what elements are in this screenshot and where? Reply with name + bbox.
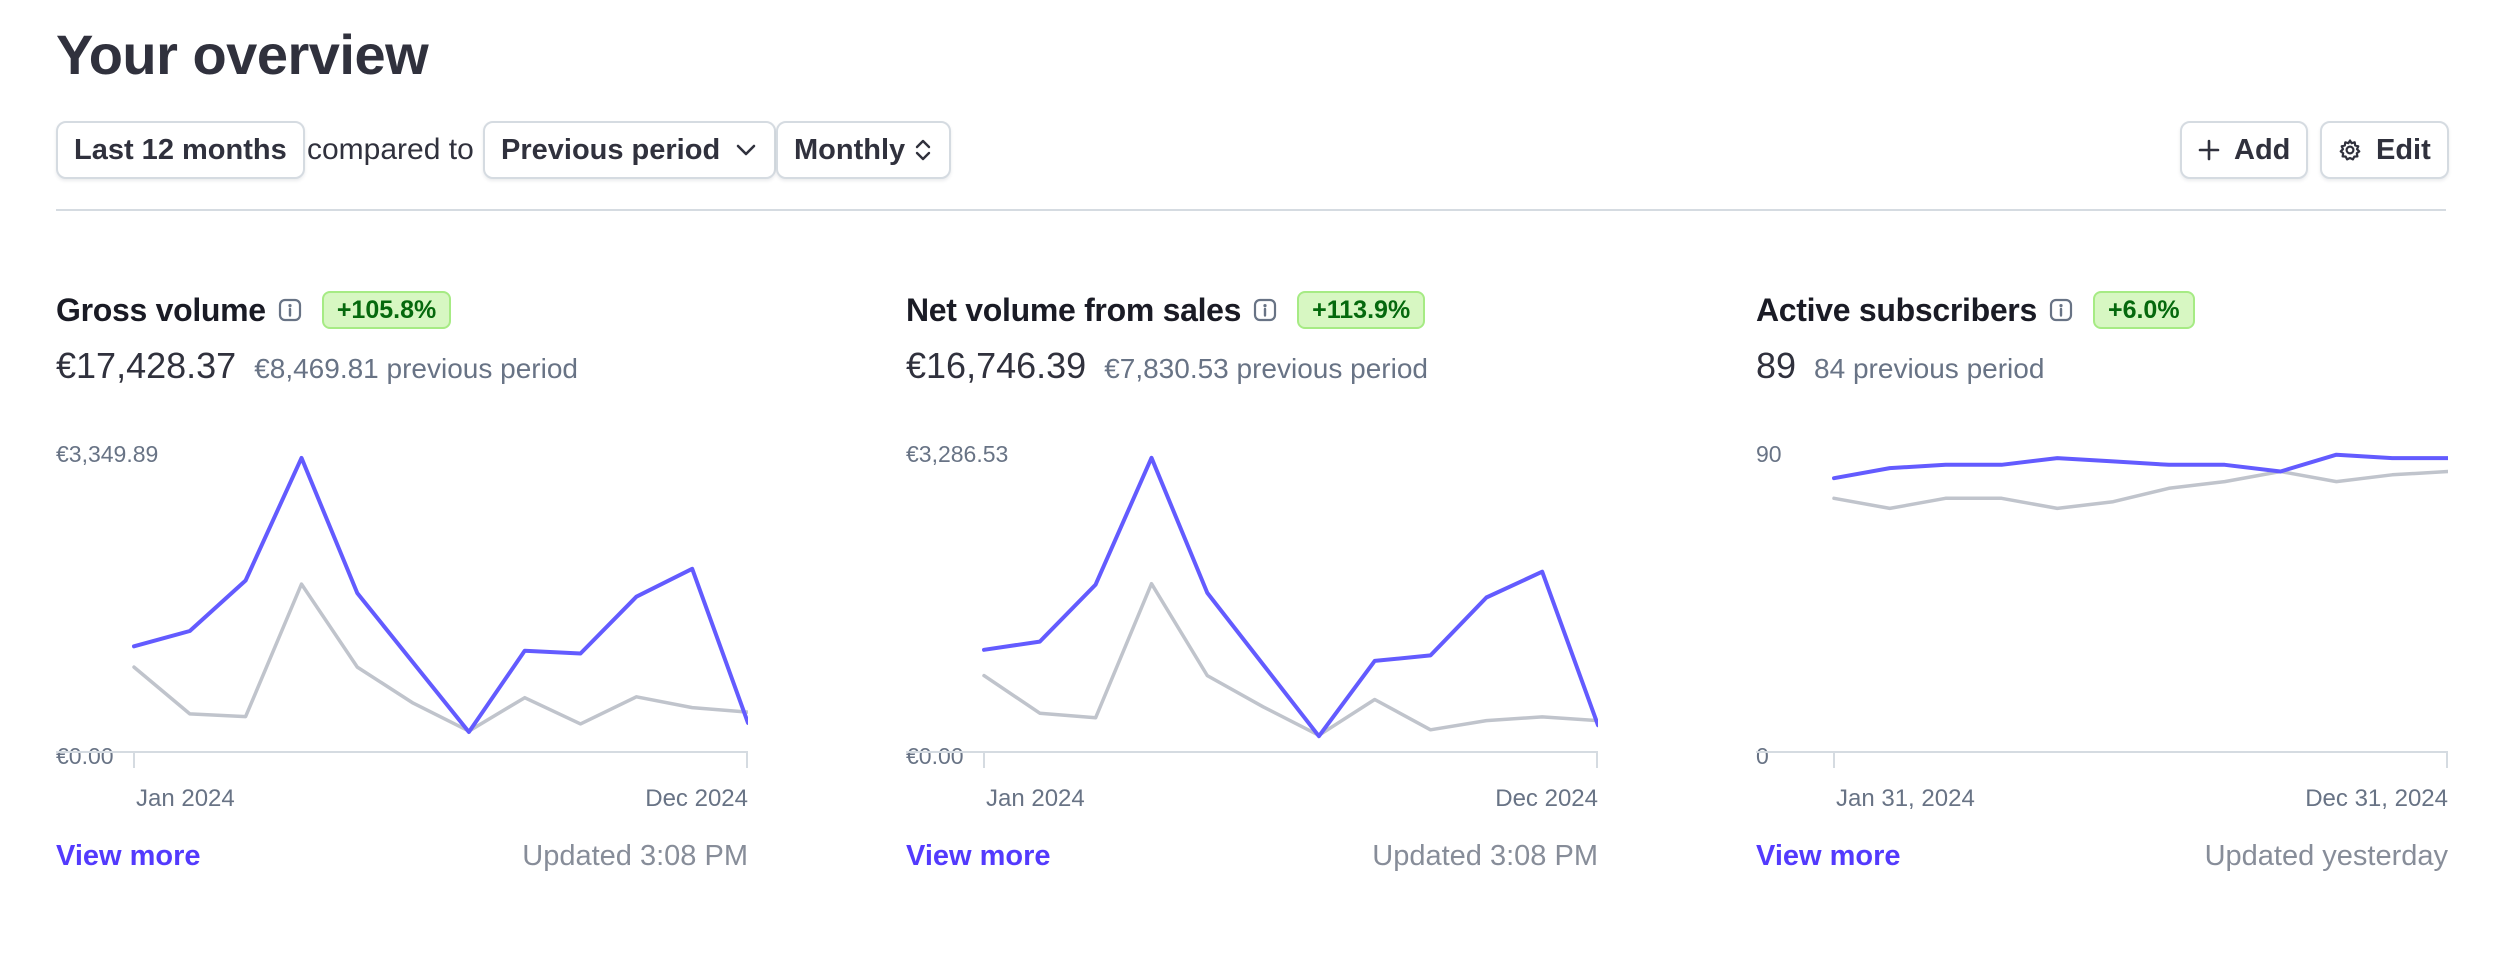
main-value: €17,428.37 (56, 345, 237, 386)
x-axis-end-label: Dec 2024 (1495, 785, 1598, 812)
x-axis-start-label: Jan 2024 (136, 785, 235, 812)
y-axis-max-label: €3,349.89 (56, 441, 159, 467)
x-axis-end-label: Dec 2024 (645, 785, 748, 812)
y-axis-min-label: 0 (1756, 743, 1769, 769)
current-period-line (982, 455, 1598, 739)
plus-icon (2198, 139, 2220, 161)
interval-dropdown[interactable]: Monthly (776, 121, 952, 179)
updated-timestamp: Updated 3:08 PM (1372, 840, 1598, 872)
edit-label: Edit (2376, 133, 2431, 166)
net-volume-chart[interactable] (906, 430, 1598, 795)
gross-volume-card: Gross volume +105.8% €17,428.37 €8,469.8… (56, 280, 748, 900)
info-icon[interactable] (278, 298, 302, 322)
active-subscribers-chart[interactable] (1756, 430, 2448, 795)
comparison-label: Previous period (501, 133, 721, 166)
change-badge: +6.0% (2092, 291, 2195, 329)
updated-timestamp: Updated 3:08 PM (522, 840, 748, 872)
add-button[interactable]: Add (2180, 121, 2309, 179)
x-axis-end-label: Dec 31, 2024 (2305, 785, 2448, 812)
y-axis-min-label: €0.00 (906, 743, 964, 769)
previous-period-value: €8,469.81 previous period (254, 353, 578, 384)
y-axis-min-label: €0.00 (56, 743, 114, 769)
value-row: €17,428.37 €8,469.81 previous period (56, 345, 578, 387)
card-header: Net volume from sales +113.9% (906, 288, 1426, 332)
chevron-down-icon (734, 138, 758, 162)
x-axis-start-label: Jan 31, 2024 (1836, 785, 1975, 812)
compared-to-text: compared to (307, 133, 474, 166)
active-subscribers-card: Active subscribers +6.0% 89 84 previous … (1756, 280, 2448, 900)
current-period-line (132, 455, 748, 734)
value-row: 89 84 previous period (1756, 345, 2044, 387)
view-more-link[interactable]: View more (906, 840, 1051, 872)
change-badge: +105.8% (321, 291, 452, 329)
previous-period-line (132, 582, 748, 733)
value-row: €16,746.39 €7,830.53 previous period (906, 345, 1428, 387)
x-axis-start-label: Jan 2024 (986, 785, 1085, 812)
info-icon[interactable] (2049, 298, 2073, 322)
gross-volume-chart[interactable] (56, 430, 748, 795)
main-value: 89 (1756, 345, 1797, 386)
previous-period-value: €7,830.53 previous period (1104, 353, 1428, 384)
main-value: €16,746.39 (906, 345, 1087, 386)
add-label: Add (2234, 133, 2291, 166)
view-more-link[interactable]: View more (56, 840, 201, 872)
page-title: Your overview (56, 23, 429, 86)
view-more-link[interactable]: View more (1756, 840, 1901, 872)
card-header: Active subscribers +6.0% (1756, 288, 2195, 332)
y-axis-max-label: €3,286.53 (906, 441, 1009, 467)
card-title[interactable]: Gross volume (56, 291, 266, 328)
date-range-label: Last 12 months (74, 133, 287, 166)
net-volume-card: Net volume from sales +113.9% €16,746.39… (906, 280, 1598, 900)
interval-label: Monthly (794, 133, 906, 166)
comparison-dropdown[interactable]: Previous period (483, 121, 777, 179)
updated-timestamp: Updated yesterday (2204, 840, 2448, 872)
date-range-button[interactable]: Last 12 months (56, 121, 305, 179)
y-axis-max-label: 90 (1756, 441, 1782, 467)
card-title[interactable]: Net volume from sales (906, 291, 1242, 328)
chevron-up-down-icon (913, 137, 933, 163)
toolbar: Last 12 months compared to Previous peri… (56, 121, 2449, 179)
divider (56, 209, 2446, 211)
edit-button[interactable]: Edit (2320, 121, 2449, 179)
info-icon[interactable] (1253, 298, 1277, 322)
previous-period-line (1832, 469, 2448, 511)
card-header: Gross volume +105.8% (56, 288, 452, 332)
change-badge: +113.9% (1297, 291, 1426, 329)
previous-period-line (982, 581, 1598, 738)
card-title[interactable]: Active subscribers (1756, 291, 2037, 328)
gear-icon (2338, 138, 2362, 162)
current-period-line (1832, 452, 2448, 481)
previous-period-value: 84 previous period (1814, 353, 2045, 384)
